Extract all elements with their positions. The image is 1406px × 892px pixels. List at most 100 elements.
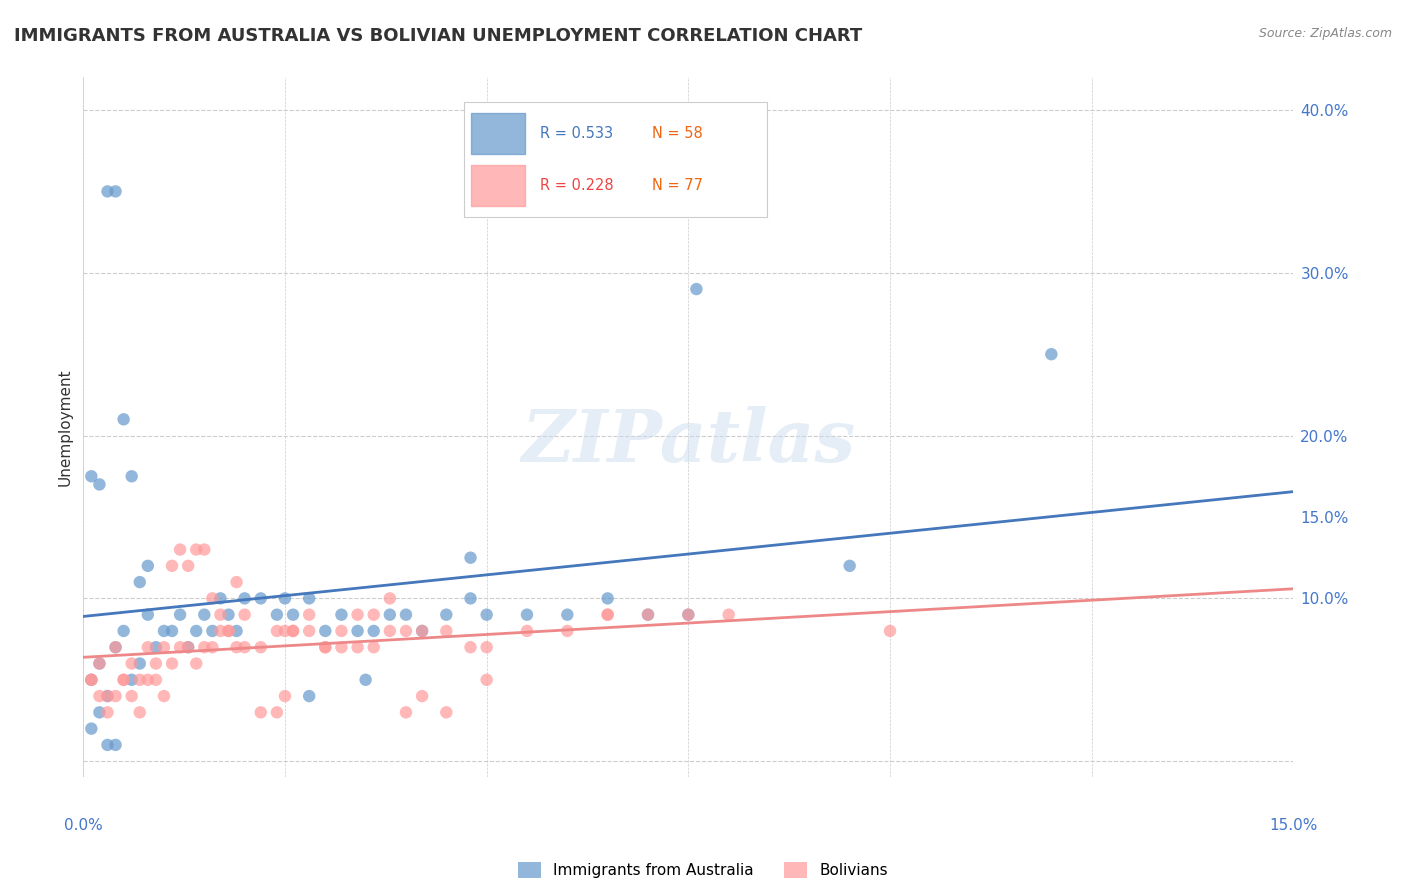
Point [89,706,111,720]
Point [193,542,215,557]
Legend: Immigrants from Australia, Bolivians: Immigrants from Australia, Bolivians [512,856,894,884]
Point [153,689,176,703]
Point [879,624,901,638]
Point [378,607,401,622]
Point [395,624,418,638]
Point [596,607,619,622]
Point [314,640,336,655]
Point [121,469,143,483]
Point [678,607,700,622]
Point [274,624,297,638]
Point [475,607,498,622]
Point [378,591,401,606]
Point [596,607,619,622]
Point [96,185,118,199]
Point [128,673,150,687]
Point [225,624,247,638]
Point [281,624,304,638]
Point [678,607,700,622]
Point [121,657,143,671]
Point [186,542,208,557]
Point [346,640,368,655]
Point [169,607,191,622]
Point [249,706,271,720]
Point [201,624,224,638]
Point [145,640,167,655]
Point [89,657,111,671]
Point [160,657,183,671]
Point [218,624,240,638]
Point [193,607,215,622]
Point [274,689,297,703]
Point [169,542,191,557]
Point [96,706,118,720]
Point [838,558,860,573]
Point [434,607,457,622]
Point [298,624,321,638]
Point [160,558,183,573]
Point [298,607,321,622]
Point [460,591,482,606]
Point [596,591,619,606]
Point [177,640,200,655]
Point [153,640,176,655]
Point [89,477,111,491]
Point [378,624,401,638]
Point [249,591,271,606]
Point [225,640,247,655]
Point [460,550,482,565]
Point [89,689,111,703]
Point [411,689,433,703]
Point [136,673,159,687]
Point [330,607,353,622]
Point [209,607,232,622]
Point [1040,347,1063,361]
Point [475,640,498,655]
Point [169,640,191,655]
Point [201,640,224,655]
Point [557,607,579,622]
Point [201,591,224,606]
Text: 15.0%: 15.0% [1270,818,1317,833]
Point [354,673,377,687]
Point [274,591,297,606]
Point [209,591,232,606]
Point [266,607,288,622]
Point [104,738,127,752]
Text: Source: ZipAtlas.com: Source: ZipAtlas.com [1258,27,1392,40]
Point [96,689,118,703]
Point [193,640,215,655]
Point [314,640,336,655]
Point [233,607,256,622]
Text: IMMIGRANTS FROM AUSTRALIA VS BOLIVIAN UNEMPLOYMENT CORRELATION CHART: IMMIGRANTS FROM AUSTRALIA VS BOLIVIAN UN… [14,27,862,45]
Point [136,558,159,573]
Point [104,689,127,703]
Point [128,706,150,720]
Point [395,607,418,622]
Point [411,624,433,638]
Point [177,640,200,655]
Point [225,575,247,590]
Point [112,673,135,687]
Point [346,607,368,622]
Point [330,640,353,655]
Point [80,673,103,687]
Point [346,624,368,638]
Point [298,591,321,606]
Point [298,689,321,703]
Y-axis label: Unemployment: Unemployment [58,368,72,486]
Point [233,640,256,655]
Point [96,689,118,703]
Point [637,607,659,622]
Point [145,673,167,687]
Point [434,706,457,720]
Point [80,722,103,736]
Point [363,607,385,622]
Point [104,640,127,655]
Point [80,673,103,687]
Point [434,624,457,638]
Point [186,624,208,638]
Point [186,657,208,671]
Point [136,640,159,655]
Point [266,706,288,720]
